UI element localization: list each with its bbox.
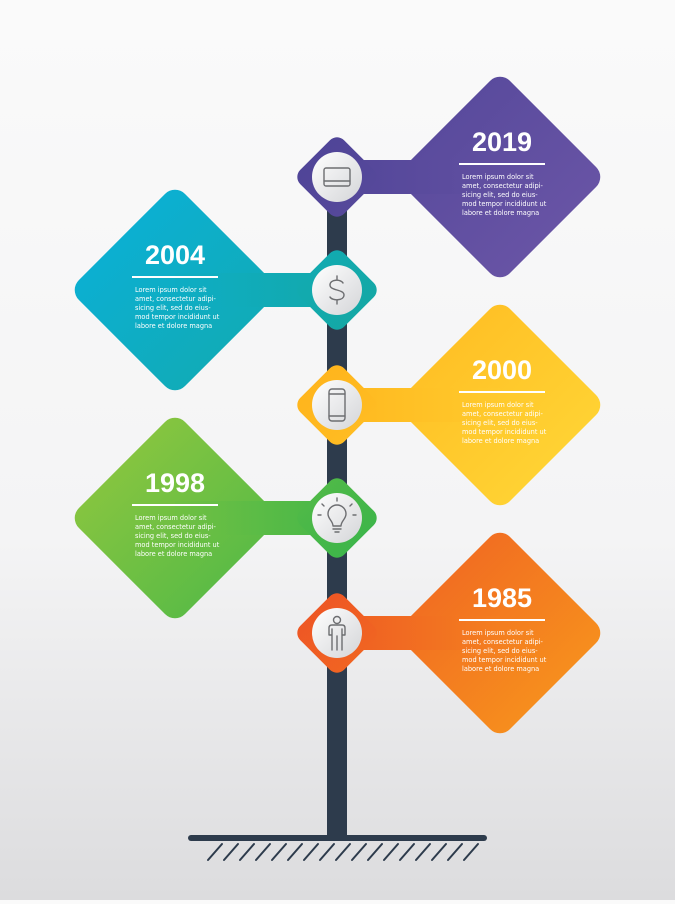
- icon-circle: [312, 608, 362, 658]
- ground-hatch: [319, 843, 335, 861]
- ground-line: [188, 835, 487, 841]
- credit-card-icon: [323, 167, 351, 187]
- dollar-icon: [329, 275, 345, 305]
- ground-hatch: [335, 843, 351, 861]
- event-year: 2000: [459, 355, 545, 393]
- person-icon: [328, 615, 346, 651]
- ground-hatch: [447, 843, 463, 861]
- timeline-event-2004: [74, 189, 377, 391]
- event-year: 1998: [132, 468, 218, 506]
- ground-hatch: [271, 843, 287, 861]
- event-description: Lorem ipsum dolor sit amet, consectetur …: [462, 629, 547, 673]
- ground-hatch: [399, 843, 415, 861]
- event-description: Lorem ipsum dolor sit amet, consectetur …: [462, 401, 547, 445]
- event-description: Lorem ipsum dolor sit amet, consectetur …: [462, 173, 547, 217]
- icon-circle: [312, 493, 362, 543]
- lightbulb-icon: [317, 497, 357, 533]
- ground-hatch: [367, 843, 383, 861]
- timeline-event-1985: [297, 532, 601, 734]
- ground-hatch: [223, 843, 239, 861]
- timeline-event-2019: [297, 76, 601, 278]
- timeline-event-2000: [297, 304, 601, 506]
- event-description: Lorem ipsum dolor sit amet, consectetur …: [135, 286, 220, 330]
- ground-hatch: [463, 843, 479, 861]
- icon-circle: [312, 380, 362, 430]
- event-year: 2004: [132, 240, 218, 278]
- ground-hatch: [255, 843, 271, 861]
- ground-hatch: [207, 843, 223, 861]
- ground-hatch: [239, 843, 255, 861]
- event-year: 1985: [459, 583, 545, 621]
- ground-hatch: [415, 843, 431, 861]
- ground-hatch: [383, 843, 399, 861]
- ground-hatch: [351, 843, 367, 861]
- smartphone-icon: [328, 388, 346, 422]
- icon-circle: [312, 152, 362, 202]
- timeline-event-1998: [74, 417, 377, 619]
- event-description: Lorem ipsum dolor sit amet, consectetur …: [135, 514, 220, 558]
- ground-hatch: [431, 843, 447, 861]
- event-year: 2019: [459, 127, 545, 165]
- ground-hatch: [287, 843, 303, 861]
- ground-hatch: [303, 843, 319, 861]
